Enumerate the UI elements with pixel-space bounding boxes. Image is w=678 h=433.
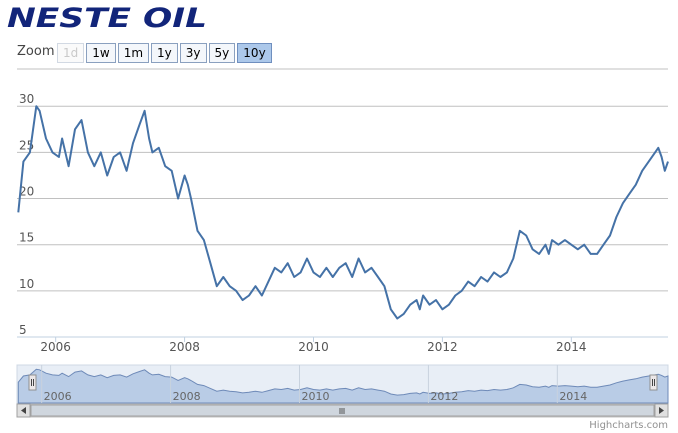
credits-link[interactable]: Highcharts.com — [589, 420, 668, 431]
navigator-handle-right[interactable] — [649, 374, 658, 391]
navigator-handle-left[interactable] — [28, 374, 37, 391]
grid-lines — [17, 68, 668, 338]
navigator-tick-label: 2014 — [559, 390, 587, 403]
arrow-right-icon — [659, 407, 664, 414]
x-tick-label: 2006 — [40, 340, 71, 354]
zoom-3y-button[interactable]: 3y — [179, 43, 207, 63]
navigator-tick-label: 2006 — [44, 390, 72, 403]
zoom-5y-button[interactable]: 5y — [208, 43, 236, 63]
y-tick-label: 10 — [19, 277, 34, 291]
zoom-1y-button[interactable]: 1y — [151, 43, 178, 63]
x-tick-label: 2014 — [556, 340, 587, 354]
zoom-1m-button[interactable]: 1m — [117, 43, 150, 63]
navigator-tick-label: 2012 — [430, 390, 458, 403]
x-tick-label: 2008 — [169, 340, 200, 354]
navigator-series-area — [17, 368, 669, 404]
scrollbar[interactable] — [16, 403, 669, 418]
price-series-line — [17, 105, 669, 320]
svg-text:NESTE OIL: NESTE OIL — [7, 3, 207, 31]
y-tick-label: 20 — [19, 185, 34, 199]
zoom-10y-button[interactable]: 10y — [237, 43, 272, 63]
neste-oil-logo: NESTE OIL — [7, 3, 207, 31]
zoom-1w-button[interactable]: 1w — [86, 43, 116, 63]
arrow-left-icon — [21, 407, 26, 414]
zoom-range-selector: 1d 1w 1m 1y 3y 5y 10y — [57, 43, 274, 63]
navigator-tick-label: 2010 — [301, 390, 329, 403]
x-tick-label: 2010 — [298, 340, 329, 354]
y-tick-label: 30 — [19, 92, 34, 106]
zoom-1d-button[interactable]: 1d — [57, 43, 85, 63]
navigator-axis-labels: 2006 2008 2010 2012 2014 — [41, 365, 587, 403]
x-tick-label: 2012 — [427, 340, 458, 354]
zoom-label: Zoom — [17, 44, 55, 59]
x-axis-labels: 2006 2008 2010 2012 2014 — [40, 337, 587, 354]
navigator-tick-label: 2008 — [173, 390, 201, 403]
navigator[interactable]: 2006 2008 2010 2012 2014 — [16, 364, 669, 404]
y-tick-label: 15 — [19, 231, 34, 245]
y-tick-label: 5 — [19, 323, 27, 337]
